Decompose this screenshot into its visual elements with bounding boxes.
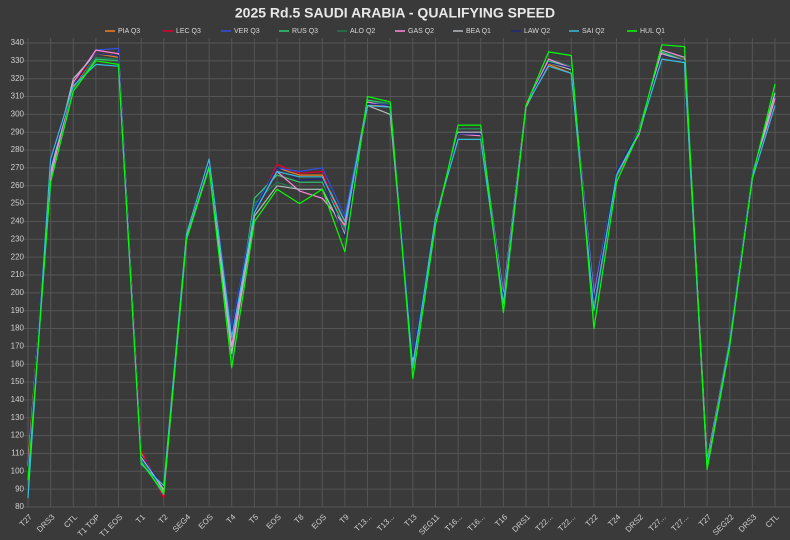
- y-tick-label: 180: [11, 324, 25, 333]
- y-tick-label: 220: [11, 252, 25, 261]
- x-tick-label: T27: [697, 512, 714, 529]
- x-tick-label: T16: [493, 512, 510, 529]
- y-tick-label: 120: [11, 431, 25, 440]
- x-tick-label: CTL: [62, 512, 79, 529]
- x-tick-label: EOS: [310, 513, 328, 531]
- legend-label: ALO Q2: [350, 28, 375, 35]
- x-tick-label: T1 TOP: [76, 513, 102, 539]
- legend-label: LAW Q2: [524, 28, 550, 35]
- y-tick-label: 300: [11, 109, 25, 118]
- x-tick-label: T8: [293, 512, 306, 525]
- x-tick-label: T27: [18, 512, 35, 529]
- y-tick-label: 310: [11, 92, 25, 101]
- x-tick-label: SEG22: [711, 512, 736, 537]
- y-tick-label: 290: [11, 127, 25, 136]
- x-tick-label: T13...: [375, 513, 396, 534]
- legend-label: LEC Q3: [176, 28, 201, 35]
- y-tick-label: 140: [11, 395, 25, 404]
- y-tick-label: 240: [11, 217, 25, 226]
- y-tick-label: 190: [11, 306, 25, 315]
- x-tick-label: T9: [338, 512, 351, 525]
- legend-label: SAI Q2: [582, 28, 605, 35]
- x-tick-label: T24: [606, 512, 623, 529]
- legend-label: BEA Q1: [466, 28, 491, 35]
- legend-label: GAS Q2: [408, 28, 434, 35]
- y-tick-label: 200: [11, 288, 25, 297]
- y-tick-label: 280: [11, 145, 25, 154]
- x-tick-label: SEG4: [171, 512, 193, 534]
- x-tick-label: EOS: [265, 513, 283, 531]
- x-tick-label: T2: [157, 512, 170, 525]
- legend-label: VER Q3: [234, 28, 260, 35]
- y-tick-label: 110: [11, 449, 24, 458]
- y-tick-label: 260: [11, 181, 25, 190]
- x-tick-label: CTL: [764, 512, 781, 529]
- x-tick-label: T22...: [556, 513, 577, 534]
- y-tick-label: 150: [11, 377, 25, 386]
- legend-label: RUS Q3: [292, 28, 318, 35]
- x-tick-label: T1 EOS: [98, 513, 124, 539]
- legend-label: PIA Q3: [118, 28, 140, 35]
- x-tick-label: DRS3: [737, 512, 759, 534]
- series-line: [27, 44, 776, 494]
- x-tick-label: DRS2: [624, 512, 646, 534]
- x-tick-label: T13: [403, 512, 420, 529]
- y-tick-label: 160: [11, 359, 25, 368]
- legend-label: HUL Q1: [640, 28, 665, 35]
- y-tick-label: 250: [11, 199, 25, 208]
- x-tick-label: T4: [225, 512, 238, 525]
- x-tick-label: SEG11: [417, 512, 442, 537]
- x-tick-label: T16...: [466, 513, 487, 534]
- x-tick-label: T16...: [443, 513, 464, 534]
- chart-title: 2025 Rd.5 SAUDI ARABIA - QUALIFYING SPEE…: [235, 5, 555, 21]
- x-tick-label: DRS1: [510, 512, 532, 534]
- x-tick-label: T1: [134, 512, 147, 525]
- x-tick-label: DRS3: [35, 512, 57, 534]
- x-tick-label: T27...: [670, 513, 691, 534]
- x-tick-label: T22: [584, 512, 601, 529]
- x-tick-label: T5: [247, 512, 260, 525]
- y-tick-label: 80: [15, 502, 24, 511]
- y-tick-label: 340: [11, 38, 25, 47]
- x-tick-label: T27...: [647, 513, 668, 534]
- y-tick-label: 210: [11, 270, 25, 279]
- y-tick-label: 320: [11, 74, 25, 83]
- y-tick-label: 330: [11, 56, 25, 65]
- x-tick-label: T22...: [534, 513, 555, 534]
- y-tick-label: 130: [11, 413, 25, 422]
- y-tick-label: 170: [11, 341, 25, 350]
- x-tick-label: T13...: [353, 513, 374, 534]
- y-tick-label: 270: [11, 163, 25, 172]
- y-tick-label: 90: [15, 484, 24, 493]
- y-tick-label: 100: [11, 466, 25, 475]
- x-tick-label: EOS: [197, 513, 215, 531]
- y-tick-label: 230: [11, 234, 25, 243]
